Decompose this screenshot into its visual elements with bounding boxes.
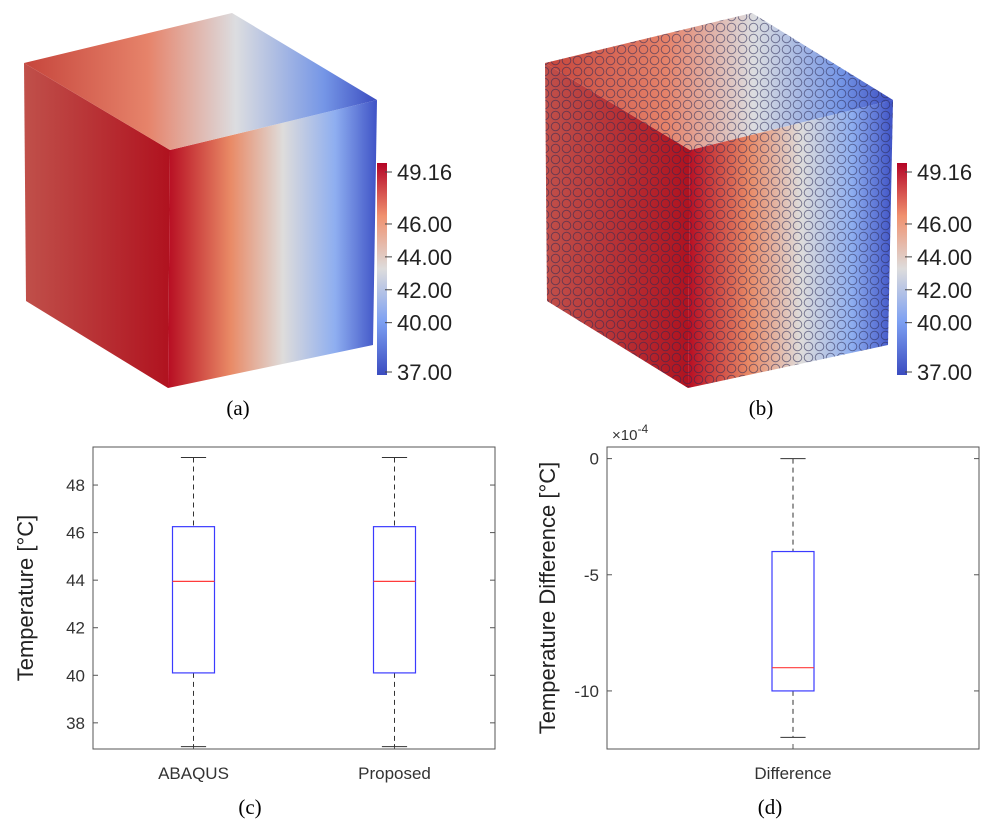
box-abaqus (171, 526, 216, 674)
ytick-label: 48 (66, 476, 85, 495)
axes-c-frame (92, 446, 496, 750)
caption-b: (b) (749, 396, 774, 420)
box-proposed (372, 526, 417, 674)
colorbar-a (377, 163, 387, 375)
colorbar-a-tick-label: 46.00 (397, 212, 452, 237)
mesh-side (688, 100, 893, 388)
ylabel-c: Temperature [°C] (13, 515, 38, 682)
xtick-label: Proposed (358, 764, 431, 783)
ytick-label: 0 (590, 450, 599, 469)
ytick-label: 44 (66, 571, 85, 590)
ylabel-d: Temperature Difference [°C] (535, 462, 560, 735)
colorbar-b-tick-label: 40.00 (917, 311, 972, 336)
panel-d-axes: 0 -5 -10 Difference Temperature Difference … (535, 422, 980, 783)
ytick-label: -5 (584, 566, 599, 585)
colorbar-b-tick-label: 46.00 (917, 212, 972, 237)
panel-a-cube (24, 13, 377, 388)
cube-a-top-face (24, 13, 377, 150)
colorbar-b-tick-label: 37.00 (917, 360, 972, 385)
panel-b-colorbar: 49.16 46.00 44.00 42.00 40.00 37.00 (897, 160, 972, 385)
colorbar-b-tick-label: 42.00 (917, 278, 972, 303)
mesh-top (545, 13, 893, 150)
panel-a-colorbar: 49.16 46.00 44.00 42.00 40.00 37.00 (377, 160, 452, 385)
colorbar-b (897, 163, 907, 375)
colorbar-a-tick-label: 40.00 (397, 311, 452, 336)
ytick-label: 46 (66, 524, 85, 543)
colorbar-a-tick-label: 44.00 (397, 245, 452, 270)
colorbar-a-tick-label: 37.00 (397, 360, 452, 385)
colorbar-a-tick-label: 49.16 (397, 160, 452, 185)
cube-a-front-face (24, 63, 170, 388)
colorbar-a-tick-label: 42.00 (397, 278, 452, 303)
panel-c-axes: 38 40 42 44 46 48 ABAQUS Proposed Temperature [… (13, 446, 496, 783)
caption-c: (c) (238, 795, 261, 819)
ytick-label: -10 (574, 682, 599, 701)
ytick-label: 38 (66, 714, 85, 733)
caption-d: (d) (758, 795, 783, 819)
caption-a: (a) (226, 396, 249, 420)
cube-a-side-face (168, 100, 377, 388)
mesh-front (545, 63, 690, 388)
exponent-label: ×10-4 (612, 422, 648, 444)
xtick-label: ABAQUS (158, 764, 229, 783)
panel-b-cube (545, 13, 893, 388)
ytick-label: 40 (66, 666, 85, 685)
box-difference (771, 550, 815, 692)
colorbar-b-tick-label: 44.00 (917, 245, 972, 270)
xtick-label: Difference (754, 764, 831, 783)
ytick-label: 42 (66, 619, 85, 638)
colorbar-b-tick-label: 49.16 (917, 160, 972, 185)
